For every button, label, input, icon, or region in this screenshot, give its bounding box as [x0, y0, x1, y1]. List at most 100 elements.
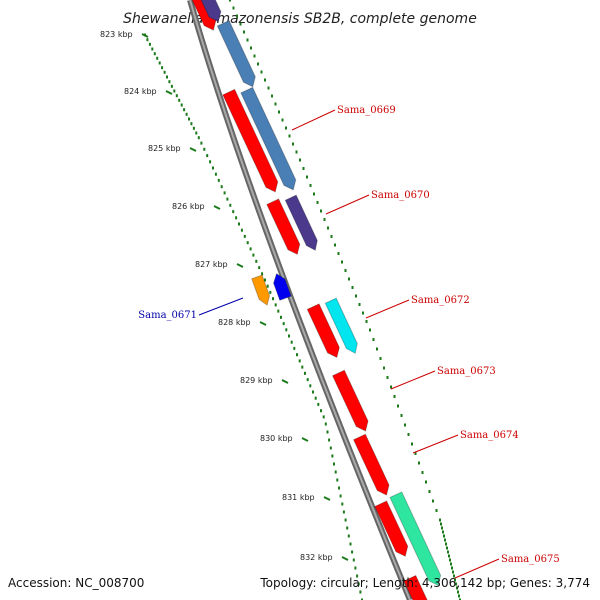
major-tick: [189, 147, 197, 152]
ring-tick: [156, 56, 159, 60]
ring-tick: [170, 84, 173, 88]
ring-tick: [272, 297, 274, 301]
outer-tick: [334, 243, 336, 247]
ring-tick: [341, 502, 344, 506]
tick-label: 824 kbp: [124, 87, 157, 96]
gene-red-arrow[interactable]: [306, 303, 342, 360]
ring-tick: [226, 197, 229, 201]
ring-tick: [333, 462, 335, 466]
outer-tick: [253, 54, 256, 58]
gene-label-sama_0669[interactable]: Sama_0669: [291, 105, 396, 131]
ring-tick: [212, 166, 214, 170]
ring-tick: [200, 141, 203, 145]
outer-tick: [454, 578, 456, 582]
outer-tick: [243, 30, 245, 34]
outer-tick: [451, 566, 453, 570]
ring-tick: [217, 178, 220, 182]
ring-tick: [261, 272, 264, 276]
tick-label: 827 kbp: [195, 260, 228, 269]
outer-tick: [439, 518, 441, 522]
gene-darkblue-arrow[interactable]: [271, 272, 292, 301]
ring-tick: [351, 550, 354, 554]
outer-tick: [309, 184, 312, 187]
outer-tick: [386, 376, 389, 379]
ring-tick: [277, 309, 280, 313]
outer-tick: [358, 303, 361, 306]
outer-tick: [355, 294, 357, 298]
gene-label-sama_0675[interactable]: Sama_0675: [454, 554, 560, 579]
gene-blue-arrow[interactable]: [240, 86, 299, 192]
outer-tick: [442, 530, 444, 534]
outer-tick: [435, 509, 438, 512]
ring-tick: [246, 241, 249, 245]
ring-tick: [309, 384, 312, 388]
outer-tick: [337, 252, 340, 255]
ring-tick: [317, 402, 320, 406]
outer-tick: [414, 452, 417, 455]
outer-tick: [449, 558, 451, 562]
gene-label-sama_0673[interactable]: Sama_0673: [390, 366, 496, 390]
outer-tick: [288, 134, 291, 138]
ring-tick: [206, 154, 209, 158]
ring-tick: [274, 303, 277, 307]
tick-label: 826 kbp: [172, 202, 205, 211]
outer-tick: [348, 277, 350, 281]
ring-tick: [166, 75, 168, 79]
outer-tick: [351, 286, 354, 289]
ring-tick: [151, 47, 154, 51]
gene-label-sama_0672[interactable]: Sama_0672: [365, 295, 470, 319]
gene-red-arrow[interactable]: [189, 0, 220, 33]
outer-tick: [456, 586, 458, 590]
ring-tick: [361, 598, 363, 600]
gene-label-sama_0674[interactable]: Sama_0674: [412, 430, 519, 454]
ring-tick: [290, 340, 293, 344]
ring-tick: [214, 172, 217, 176]
ring-tick: [203, 147, 206, 151]
gene-red-arrow[interactable]: [352, 433, 393, 497]
gene-blue-arrow[interactable]: [216, 19, 258, 90]
gene-label-sama_0670[interactable]: Sama_0670: [325, 190, 430, 215]
gene-purple-arrow[interactable]: [199, 0, 224, 24]
outer-tick: [441, 526, 443, 530]
ring-tick: [190, 122, 193, 126]
ring-tick: [298, 359, 301, 363]
ring-tick: [173, 89, 176, 93]
major-tick: [323, 496, 331, 501]
ring-tick: [322, 415, 325, 419]
ring-tick: [258, 266, 261, 270]
outer-tick: [407, 433, 410, 436]
ring-tick: [334, 470, 337, 474]
ring-tick: [255, 259, 258, 263]
tick-label: 831 kbp: [282, 493, 315, 502]
outer-tick: [425, 480, 427, 484]
major-tick: [236, 263, 244, 268]
ring-tick: [266, 284, 269, 288]
outer-tick: [232, 6, 235, 10]
gene-red-arrow[interactable]: [266, 198, 303, 257]
outer-tick: [274, 102, 277, 106]
ring-tick: [349, 542, 352, 546]
ring-tick: [324, 422, 327, 426]
ring-tick: [148, 42, 151, 46]
gene-red-arrow[interactable]: [403, 574, 436, 600]
gene-red-arrow[interactable]: [222, 88, 281, 194]
ring-tick: [220, 185, 223, 189]
gene-purple-arrow[interactable]: [284, 194, 320, 253]
ring-tick: [264, 278, 266, 282]
ring-tick: [252, 253, 255, 257]
gene-green-arrow[interactable]: [389, 491, 444, 588]
ring-tick: [161, 66, 164, 70]
gene-label-sama_0671[interactable]: Sama_0671: [138, 297, 244, 321]
gene-red-arrow[interactable]: [374, 500, 411, 559]
outer-tick: [320, 209, 322, 213]
outer-tick: [450, 562, 452, 566]
ring-tick: [359, 590, 362, 594]
outer-tick: [344, 269, 347, 272]
gene-orange-arrow[interactable]: [251, 274, 273, 307]
gene-red-arrow[interactable]: [331, 369, 372, 433]
ring-tick: [185, 112, 188, 116]
gene-cyan-arrow[interactable]: [324, 297, 360, 356]
tick-label: 823 kbp: [100, 30, 133, 39]
